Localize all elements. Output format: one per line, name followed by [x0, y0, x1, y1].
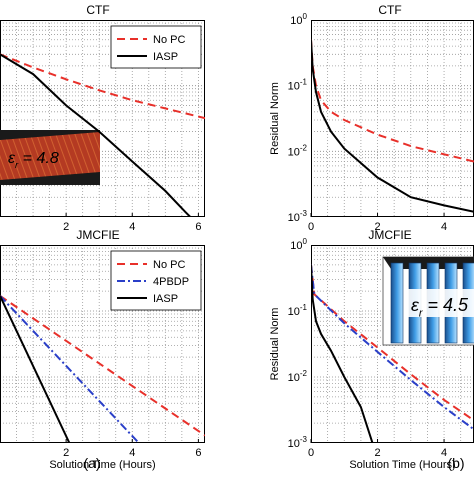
series-line-iasp — [0, 53, 192, 217]
y-tick-label: 100 — [290, 12, 307, 27]
legend-label: No PC — [153, 259, 185, 271]
inset-label-box — [407, 289, 474, 317]
y-tick-label: 10-1 — [288, 303, 308, 318]
x-tick-label: 6 — [195, 221, 201, 233]
chart-title: CTF — [378, 3, 401, 17]
series-line-iasp — [311, 39, 474, 213]
series-line-iasp — [311, 264, 374, 443]
series-line-no-pc — [311, 39, 474, 163]
y-tick-label: 10-3 — [288, 209, 308, 224]
inset-dielectric — [0, 132, 100, 180]
series-line-4pbdp — [0, 295, 140, 443]
panel-label-a: (a) — [83, 455, 100, 471]
panel-b-top: CTF 0 2 4 100 10-1 10-2 10-3 Residual Norm — [269, 3, 474, 233]
legend: No PC IASP — [110, 25, 202, 69]
y-tick-label: 10-1 — [288, 78, 308, 93]
x-tick-label: 4 — [441, 221, 447, 233]
x-tick-label: 4 — [441, 447, 447, 459]
chart-title: CTF — [86, 3, 109, 17]
legend-label: No PC — [153, 34, 185, 46]
x-tick-label: 0 — [308, 447, 314, 459]
y-tick-label: 100 — [290, 237, 307, 252]
x-tick-label: 6 — [195, 447, 201, 459]
series-line-4pbdp — [311, 264, 474, 431]
series-line-iasp — [0, 295, 71, 443]
series-line-no-pc — [311, 264, 474, 422]
inset-column — [390, 262, 404, 344]
legend: No PC 4PBDP IASP — [110, 250, 202, 311]
x-axis-label: Solution Time (Hours) — [49, 459, 155, 471]
y-tick-label: 10-3 — [288, 435, 308, 450]
chart-title: JMCFIE — [76, 228, 119, 242]
legend-box — [110, 250, 202, 311]
panel-b-bottom: εr = 4.5 JMCFIE 0 2 4 100 10-1 10-2 10-3 Solution… — [269, 228, 474, 471]
y-axis-label: Residual Norm — [269, 82, 281, 155]
legend-label: IASP — [153, 51, 178, 63]
x-axis-label: Solution Time (Hours) — [349, 459, 455, 471]
y-axis-label: Residual Norm — [269, 308, 281, 381]
legend-label: IASP — [153, 293, 178, 305]
x-tick-label: 4 — [129, 221, 135, 233]
legend-box — [110, 25, 202, 69]
x-tick-label: 0 — [308, 221, 314, 233]
x-tick-label: 4 — [129, 447, 135, 459]
chart-title: JMCFIE — [368, 228, 411, 242]
x-tick-label: 2 — [63, 447, 69, 459]
legend-label: 4PBDP — [153, 276, 189, 288]
inset-label: εr = 4.8 — [8, 150, 59, 171]
panel-a-bottom: JMCFIE 2 4 6 Solution Time (Hours) No PC 4PBDP… — [0, 228, 205, 471]
axes-frame — [0, 245, 205, 443]
inset-label: εr = 4.5 — [411, 295, 469, 319]
y-tick-label: 10-2 — [288, 143, 308, 158]
inset-stripe: εr = 4.8 — [0, 130, 100, 185]
x-tick-label: 2 — [374, 447, 380, 459]
x-tick-label: 2 — [374, 221, 380, 233]
x-tick-label: 2 — [63, 221, 69, 233]
panel-label-b: (b) — [447, 455, 464, 471]
series-line-no-pc — [0, 53, 205, 120]
y-tick-label: 10-2 — [288, 369, 308, 384]
inset-columns: εr = 4.5 — [382, 256, 474, 346]
series-line-no-pc — [0, 294, 205, 437]
panel-a-top: εr = 4.8 CTF 2 4 6 No PC IASP — [0, 3, 205, 233]
